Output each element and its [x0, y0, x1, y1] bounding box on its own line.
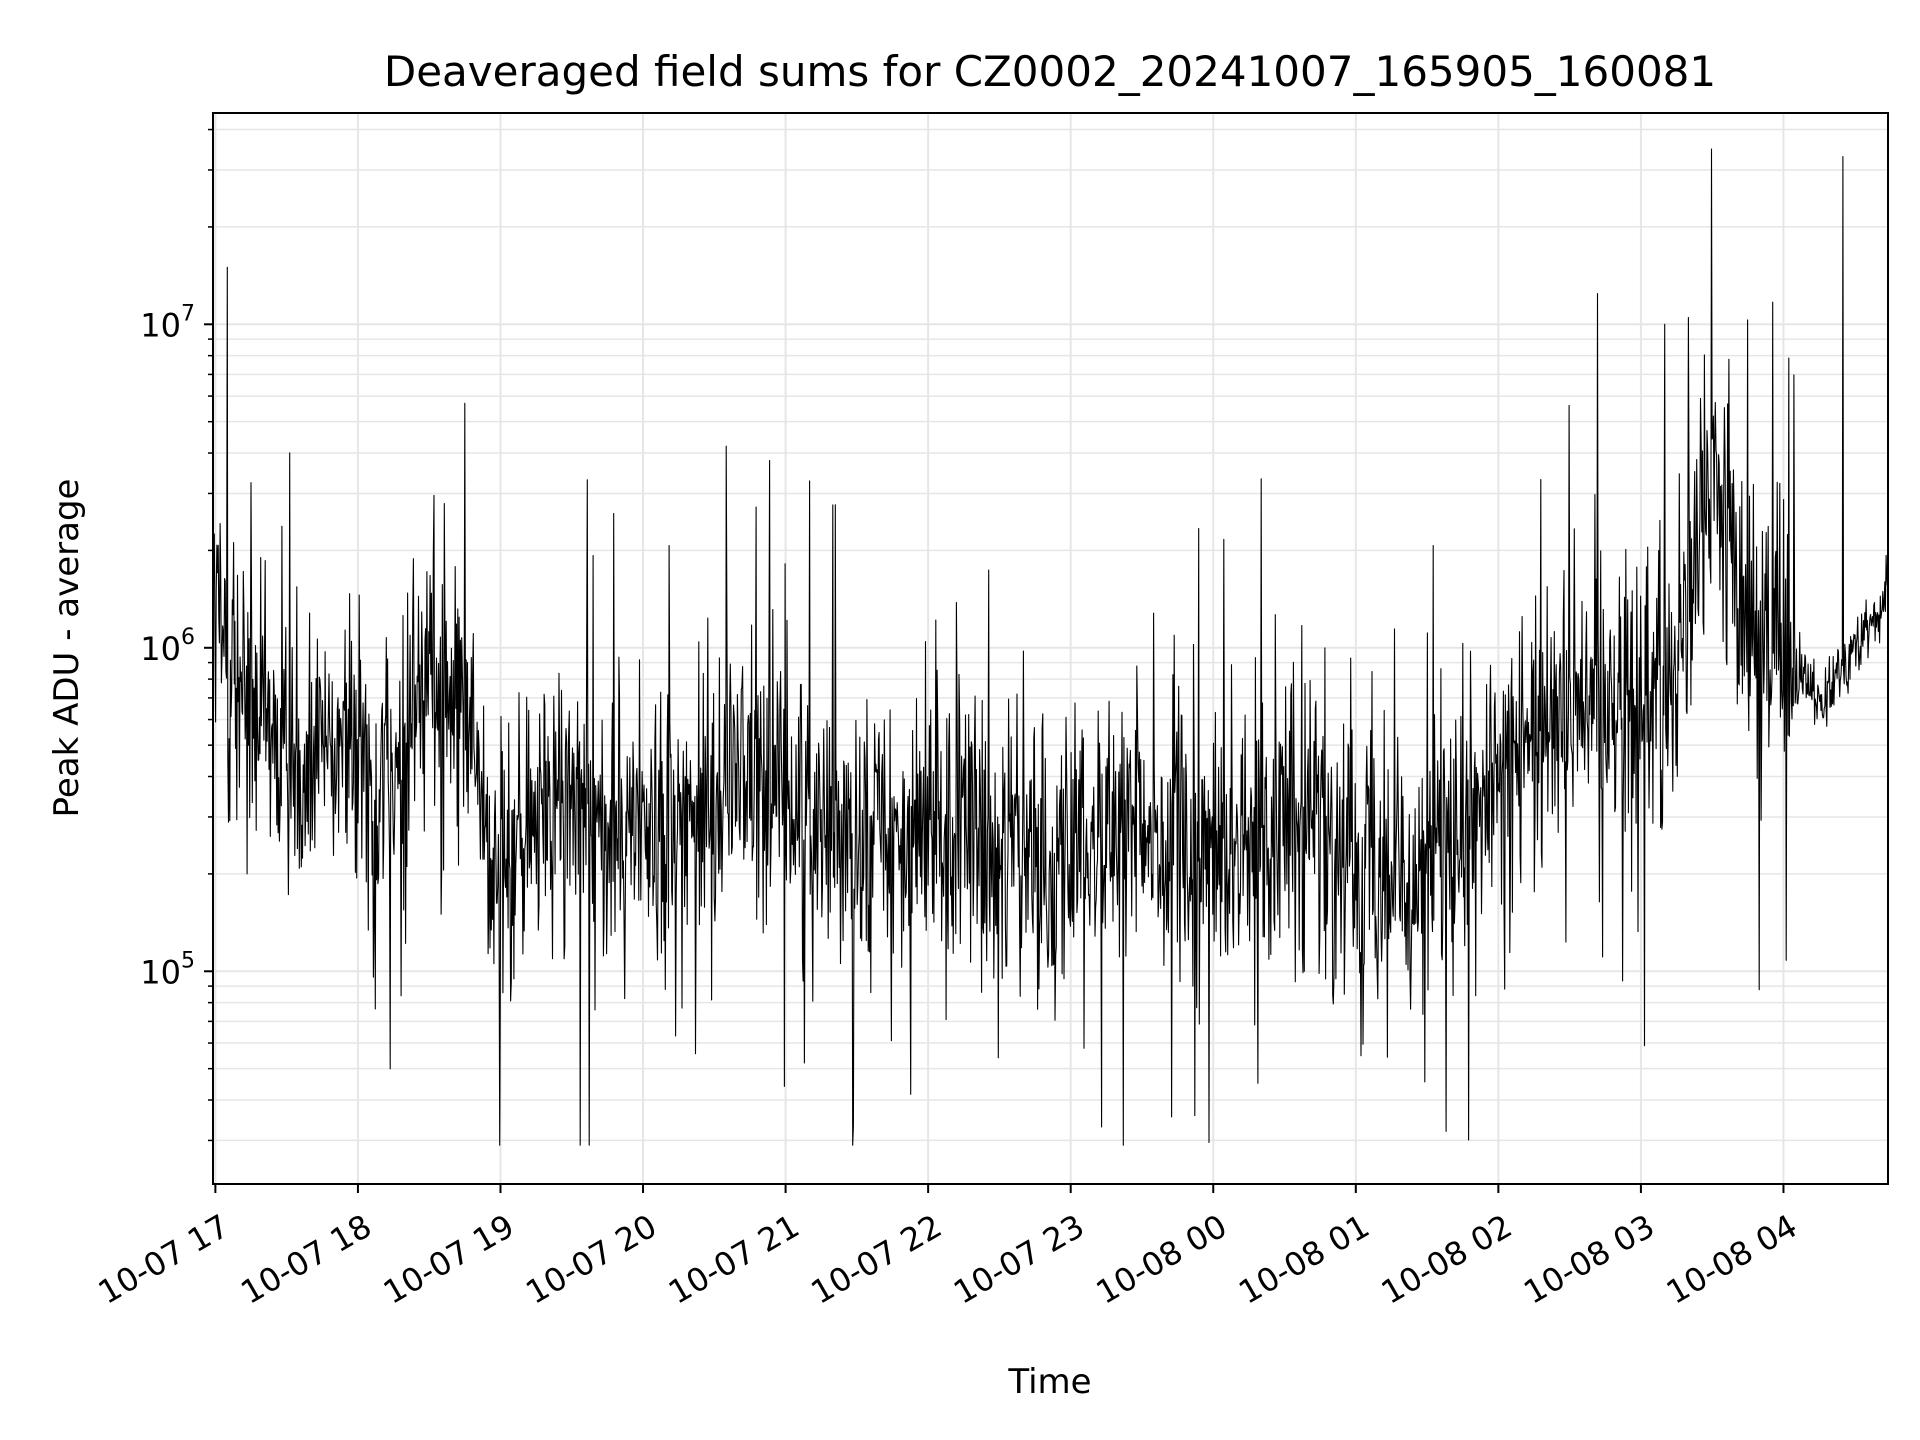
y-axis: 105 106 107 — [140, 128, 213, 1142]
y-tick-label: 107 — [140, 301, 195, 344]
chart-title: Deaveraged field sums for CZ0002_2024100… — [384, 47, 1716, 96]
series-line — [212, 148, 1889, 1146]
plot-layer — [212, 148, 1889, 1146]
y-axis-title: Peak ADU - average — [47, 479, 87, 818]
y-tick-label: 106 — [140, 625, 195, 668]
y-tick-label: 105 — [140, 948, 195, 991]
x-axis-title: Time — [1007, 1362, 1091, 1402]
